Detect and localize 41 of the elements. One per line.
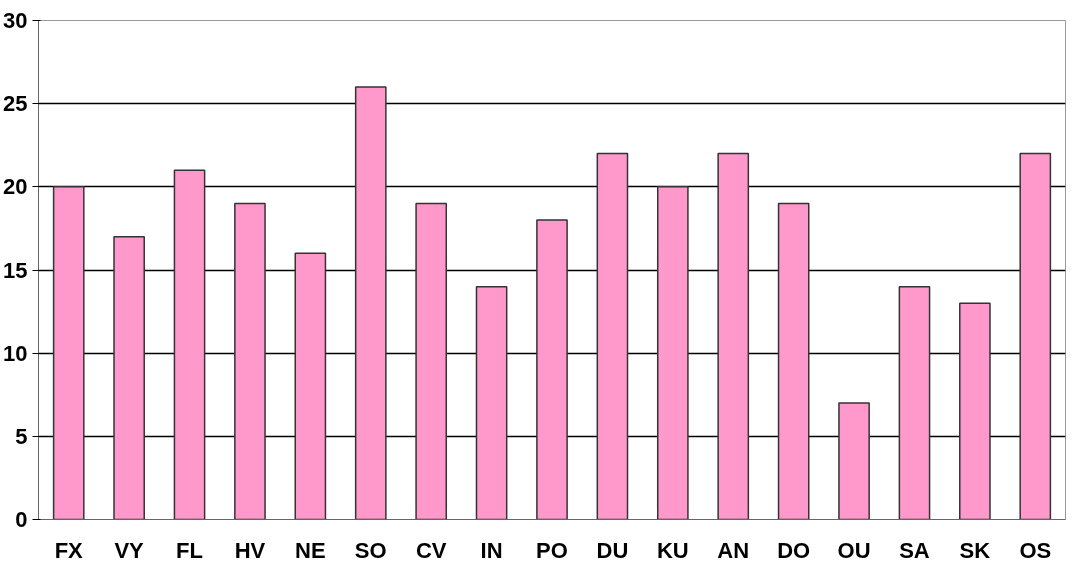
y-tick-label: 25	[3, 91, 28, 117]
bar	[234, 202, 266, 520]
x-tick-label: PO	[536, 537, 568, 563]
bar	[898, 285, 931, 520]
x-tick-label: CV	[415, 537, 447, 563]
bar	[1019, 152, 1052, 520]
x-tick-label: DU	[596, 537, 629, 563]
x-tick-label: SK	[959, 537, 991, 563]
bar	[475, 285, 508, 520]
x-tick-label: OU	[837, 537, 871, 563]
y-tick-label: 0	[15, 507, 28, 532]
y-tick-label: 5	[15, 423, 28, 449]
bar	[173, 169, 206, 520]
x-tick-label: AN	[717, 537, 750, 563]
bar	[777, 202, 810, 520]
bar	[354, 86, 387, 520]
x-tick-label: HV	[234, 537, 266, 563]
x-tick-label: IN	[480, 537, 503, 563]
bar	[113, 235, 145, 520]
x-tick-label: KU	[656, 537, 689, 563]
y-tick-label: 10	[3, 340, 28, 366]
y-tick-label: 15	[3, 257, 28, 283]
bar	[656, 186, 689, 520]
bar	[596, 152, 629, 520]
bar	[52, 186, 85, 520]
x-tick-label: VY	[114, 537, 145, 563]
x-tick-label: NE	[295, 537, 326, 563]
y-tick-label: 20	[3, 174, 28, 200]
bar	[717, 152, 750, 520]
bar	[536, 219, 568, 520]
x-tick-label: DO	[777, 537, 811, 563]
x-tick-label: SO	[354, 537, 387, 563]
x-tick-label: FX	[54, 537, 84, 563]
bar	[415, 202, 448, 520]
x-tick-label: OS	[1019, 537, 1052, 563]
y-tick-label: 30	[3, 8, 28, 33]
bar	[959, 302, 991, 520]
x-tick-label: FL	[176, 537, 203, 563]
bar	[294, 252, 327, 520]
x-tick-label: SA	[899, 537, 930, 563]
bar	[838, 402, 870, 520]
